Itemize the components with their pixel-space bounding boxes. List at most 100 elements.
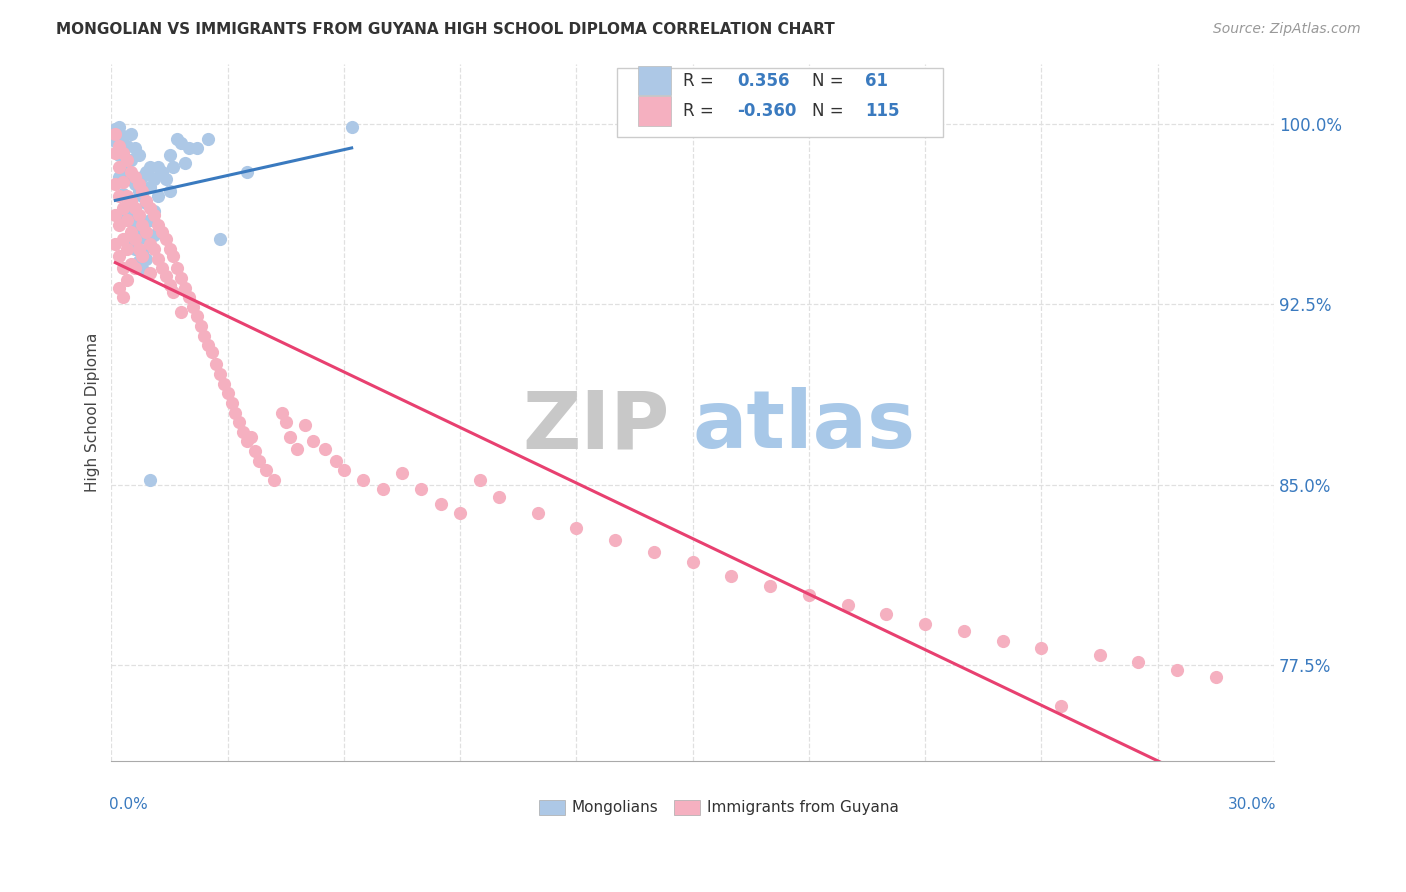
Point xyxy=(170,136,193,151)
Point xyxy=(124,261,146,276)
Point xyxy=(104,122,127,136)
Point xyxy=(124,232,146,246)
Point xyxy=(139,266,162,280)
Point xyxy=(143,203,166,218)
Point xyxy=(146,218,169,232)
Point xyxy=(236,434,259,449)
Point xyxy=(112,129,135,144)
Point xyxy=(104,127,127,141)
Point xyxy=(759,578,782,592)
Point xyxy=(120,165,142,179)
Point xyxy=(1031,640,1053,655)
Text: Immigrants from Guyana: Immigrants from Guyana xyxy=(707,800,898,815)
Point xyxy=(263,473,285,487)
Point xyxy=(991,633,1014,648)
FancyBboxPatch shape xyxy=(638,66,671,95)
Point xyxy=(120,206,142,220)
Point xyxy=(150,165,173,179)
Point xyxy=(228,415,250,429)
Text: Mongolians: Mongolians xyxy=(572,800,658,815)
Point xyxy=(875,607,897,622)
Point xyxy=(177,290,200,304)
Point xyxy=(166,261,188,276)
Point xyxy=(1128,656,1150,670)
Point xyxy=(449,507,471,521)
Point xyxy=(115,273,138,287)
Point xyxy=(221,396,243,410)
Point xyxy=(124,256,146,270)
Point xyxy=(371,483,394,497)
Point xyxy=(112,165,135,179)
Point xyxy=(112,186,135,201)
Point xyxy=(124,206,146,220)
Point xyxy=(131,189,153,203)
Point xyxy=(232,425,254,439)
Point xyxy=(720,569,742,583)
Point xyxy=(605,533,627,547)
Point xyxy=(120,194,142,208)
Point xyxy=(565,521,588,535)
Point xyxy=(115,189,138,203)
Point xyxy=(155,268,177,283)
Point xyxy=(115,153,138,168)
Point xyxy=(124,178,146,192)
Point xyxy=(135,227,157,242)
Text: ZIP: ZIP xyxy=(522,387,669,466)
Point xyxy=(139,473,162,487)
Point xyxy=(128,148,150,162)
Point xyxy=(135,196,157,211)
Point xyxy=(526,507,548,521)
Text: MONGOLIAN VS IMMIGRANTS FROM GUYANA HIGH SCHOOL DIPLOMA CORRELATION CHART: MONGOLIAN VS IMMIGRANTS FROM GUYANA HIGH… xyxy=(56,22,835,37)
Point xyxy=(201,345,224,359)
Point xyxy=(643,545,665,559)
Point xyxy=(352,473,374,487)
Point xyxy=(190,318,212,333)
Point xyxy=(124,201,146,215)
Point xyxy=(135,194,157,208)
Point xyxy=(131,249,153,263)
Point xyxy=(217,386,239,401)
Point xyxy=(128,211,150,225)
Point xyxy=(186,310,208,324)
Point xyxy=(411,483,433,497)
Point xyxy=(271,405,294,419)
Point xyxy=(146,252,169,266)
Point xyxy=(131,218,153,232)
Point xyxy=(239,429,262,443)
Point xyxy=(115,138,138,153)
Point xyxy=(128,185,150,199)
Point xyxy=(120,153,142,168)
Point xyxy=(115,209,138,223)
Text: 0.356: 0.356 xyxy=(737,71,789,90)
Text: atlas: atlas xyxy=(693,387,915,466)
Point xyxy=(131,169,153,184)
Point xyxy=(108,161,131,175)
Point xyxy=(112,206,135,220)
Point xyxy=(197,131,219,145)
Point xyxy=(120,172,142,186)
Point xyxy=(128,209,150,223)
Point xyxy=(146,161,169,175)
Point xyxy=(104,146,127,161)
Point xyxy=(120,225,142,239)
Point xyxy=(468,473,491,487)
Point xyxy=(208,232,231,246)
Point xyxy=(294,417,316,432)
Point xyxy=(159,278,181,293)
Point xyxy=(212,376,235,391)
Point xyxy=(131,244,153,259)
Point xyxy=(124,169,146,184)
Point xyxy=(115,172,138,186)
Point xyxy=(170,304,193,318)
Point xyxy=(205,358,228,372)
Text: R =: R = xyxy=(683,102,714,120)
Point xyxy=(131,220,153,235)
Point xyxy=(162,285,184,300)
Point xyxy=(128,178,150,192)
Point xyxy=(108,169,131,184)
Point xyxy=(108,218,131,232)
Point xyxy=(837,598,859,612)
Point xyxy=(333,463,356,477)
Point xyxy=(325,453,347,467)
FancyBboxPatch shape xyxy=(673,800,700,815)
